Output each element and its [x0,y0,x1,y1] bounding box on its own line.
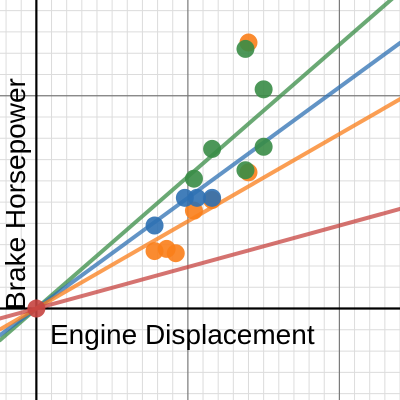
data-point [166,244,185,263]
data-point [27,299,46,318]
data-point [203,139,222,158]
data-points [27,33,273,318]
data-point [203,188,222,207]
fit-line [0,206,400,321]
data-point [184,169,203,188]
fit-line [0,40,400,338]
y-axis-label: Brake Horsepower [0,78,31,310]
fit-lines [0,0,400,343]
data-point [145,216,164,235]
x-axis-label: Engine Displacement [50,319,315,350]
fit-line [0,0,394,343]
data-point [236,161,255,180]
data-point [254,137,273,156]
data-point [187,188,206,207]
data-point [254,80,273,99]
data-point [236,39,255,58]
